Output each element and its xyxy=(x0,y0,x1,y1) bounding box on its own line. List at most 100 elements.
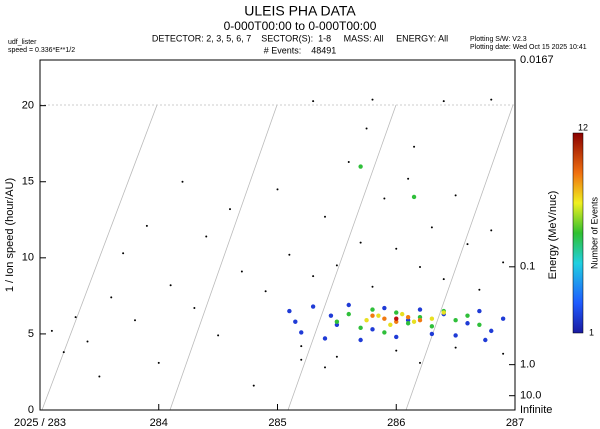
point xyxy=(276,188,279,191)
point xyxy=(181,180,184,183)
point xyxy=(490,98,493,101)
point xyxy=(240,270,243,273)
point xyxy=(370,313,375,318)
point xyxy=(419,361,421,364)
point xyxy=(382,305,387,311)
point xyxy=(74,316,77,319)
point xyxy=(477,308,482,314)
point xyxy=(417,318,423,323)
point xyxy=(334,319,340,324)
y-tick-label: 20 xyxy=(22,100,34,112)
annotation: Plotting date: Wed Oct 15 2025 10:41 xyxy=(470,44,587,51)
point xyxy=(478,288,481,291)
point xyxy=(288,253,291,256)
point xyxy=(417,307,423,312)
annotation: udf_lister xyxy=(8,39,37,46)
colorbar-label: Number of Events xyxy=(589,196,599,269)
point xyxy=(500,316,506,321)
x-tick-label: 2025 / 283 xyxy=(14,417,66,429)
y-tick-label: 5 xyxy=(28,328,34,340)
point xyxy=(405,314,411,320)
point xyxy=(413,145,416,148)
point xyxy=(489,328,494,334)
point xyxy=(335,264,338,267)
point xyxy=(157,361,160,364)
point xyxy=(388,322,393,327)
point xyxy=(382,330,387,335)
point xyxy=(399,311,405,317)
annotation: DETECTOR: 2, 3, 5, 6, 7 SECTOR(S): 1-8 M… xyxy=(152,33,448,43)
x-tick-label: 286 xyxy=(387,417,405,429)
y-tick-label: 0 xyxy=(28,404,34,416)
point xyxy=(442,100,445,103)
dispersion-lines xyxy=(41,104,514,411)
annotation: # Events: 48491 xyxy=(264,45,337,55)
point xyxy=(62,351,65,354)
point xyxy=(365,127,368,130)
point xyxy=(454,346,457,349)
point xyxy=(419,265,421,268)
point xyxy=(346,311,351,317)
point xyxy=(394,310,399,315)
colorbar xyxy=(572,132,584,334)
point xyxy=(477,322,482,327)
point xyxy=(169,284,172,287)
point xyxy=(407,177,410,180)
point xyxy=(312,100,315,103)
point xyxy=(205,235,208,238)
annotation: Plotting S/W: V2.3 xyxy=(470,36,527,43)
point xyxy=(328,313,334,318)
point xyxy=(465,313,470,318)
point xyxy=(411,319,417,324)
point xyxy=(371,98,374,101)
point xyxy=(300,358,303,361)
point xyxy=(453,333,458,338)
point xyxy=(334,322,340,327)
point xyxy=(335,355,338,358)
annotation: speed = 0.336*E**1/2 xyxy=(8,47,75,54)
point xyxy=(312,275,315,278)
point xyxy=(394,319,399,324)
point xyxy=(358,325,363,331)
point xyxy=(394,316,399,321)
x-tick-label: 287 xyxy=(506,417,524,429)
point xyxy=(134,319,136,322)
point xyxy=(300,345,303,348)
point xyxy=(429,324,435,329)
point xyxy=(466,243,469,246)
point xyxy=(145,224,148,227)
point xyxy=(86,340,89,343)
y2-tick-label: 0.0167 xyxy=(520,54,554,66)
point xyxy=(454,194,457,197)
point xyxy=(229,208,231,211)
y2-tick-label: 0.1 xyxy=(520,261,535,273)
point xyxy=(299,330,304,335)
point xyxy=(358,337,363,343)
point xyxy=(371,285,374,288)
y-axis-label: 1 / Ion speed (hour/AU) xyxy=(4,178,16,292)
point xyxy=(442,278,445,281)
point xyxy=(264,290,267,293)
chart-title: ULEIS PHA DATA xyxy=(244,3,356,19)
colorbar-tick-label: 1 xyxy=(589,327,594,337)
point xyxy=(193,307,196,310)
point xyxy=(441,310,446,315)
point xyxy=(429,331,435,337)
point xyxy=(383,197,386,200)
point xyxy=(324,215,326,218)
y2-tick-label: Infinite xyxy=(520,404,552,416)
point xyxy=(376,313,381,318)
point xyxy=(502,261,505,264)
point xyxy=(490,229,493,232)
point xyxy=(98,375,101,378)
point xyxy=(453,318,458,323)
point xyxy=(322,336,328,341)
point xyxy=(293,319,298,324)
point xyxy=(359,241,362,244)
point xyxy=(347,160,350,163)
point xyxy=(364,318,369,323)
point xyxy=(411,194,417,200)
point xyxy=(217,334,220,337)
point xyxy=(394,334,399,340)
